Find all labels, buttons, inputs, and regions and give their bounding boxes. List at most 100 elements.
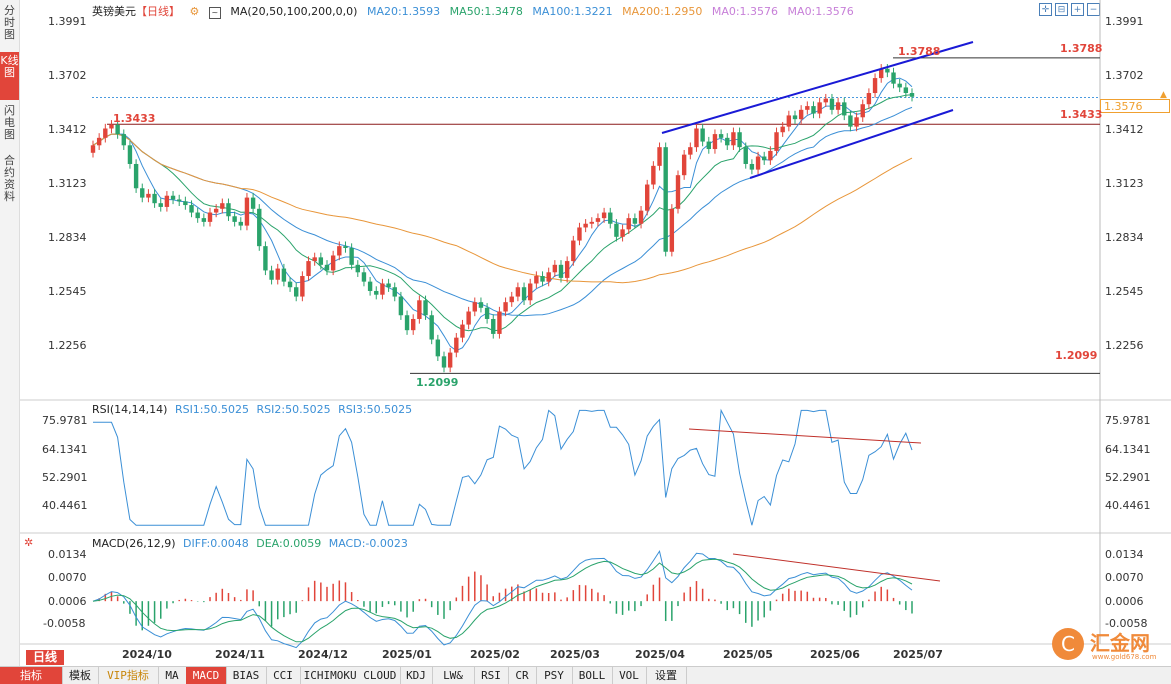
price-axis-right-1: 1.3702 bbox=[1105, 69, 1144, 82]
tab-kdj[interactable]: KDJ bbox=[400, 667, 433, 684]
candle-body bbox=[220, 203, 225, 209]
candle-body bbox=[361, 272, 367, 282]
candle-body bbox=[749, 163, 755, 170]
x-label-2: 2024/12 bbox=[298, 648, 348, 661]
price-axis-left-0: 1.3991 bbox=[48, 15, 87, 28]
tab-macd[interactable]: MACD bbox=[186, 667, 227, 684]
price-axis-right-6: 1.2256 bbox=[1105, 339, 1144, 352]
rsi-header: RSI(14,14,14) RSI1:50.5025 RSI2:50.5025 … bbox=[92, 403, 412, 416]
channel-upper-line bbox=[661, 41, 974, 134]
fit-icon[interactable]: ⊟ bbox=[1055, 3, 1068, 16]
price-axis-left-1: 1.3702 bbox=[48, 69, 87, 82]
tab-vip-indicators[interactable]: VIP指标 bbox=[98, 667, 159, 684]
tab-rsi[interactable]: RSI bbox=[474, 667, 509, 684]
candle-body bbox=[417, 300, 422, 319]
x-label-3: 2025/01 bbox=[382, 648, 432, 661]
macd-axis-left-3: -0.0058 bbox=[43, 617, 86, 630]
macd-axis-left-0: 0.0134 bbox=[48, 548, 87, 561]
tab-psy[interactable]: PSY bbox=[536, 667, 573, 684]
x-label-6: 2025/04 bbox=[635, 648, 685, 661]
candle-body bbox=[232, 216, 237, 222]
tab-flash[interactable]: 闪电图 bbox=[4, 104, 15, 141]
macd-divergence-line bbox=[732, 553, 941, 582]
candle-body bbox=[478, 302, 484, 308]
macd-settings-icon[interactable]: ✲ bbox=[24, 536, 34, 549]
candle-body bbox=[626, 218, 631, 230]
x-label-9: 2025/07 bbox=[893, 648, 943, 661]
tab-cr[interactable]: CR bbox=[508, 667, 537, 684]
candle-body bbox=[620, 229, 625, 237]
rsi-axis-right-2: 52.2901 bbox=[1105, 471, 1151, 484]
tab-bias[interactable]: BIAS bbox=[226, 667, 267, 684]
candle-body bbox=[688, 147, 693, 155]
candle-body bbox=[244, 197, 250, 226]
candle-body bbox=[324, 264, 330, 271]
candle-body bbox=[552, 264, 558, 273]
candle-body bbox=[195, 212, 200, 219]
candle-body bbox=[632, 218, 638, 224]
candle-body bbox=[177, 199, 182, 202]
candle-body bbox=[897, 83, 902, 88]
watermark-logo: C 汇金网 www.gold678.com bbox=[1052, 624, 1162, 666]
candle-body bbox=[521, 287, 527, 301]
rsi-line bbox=[93, 408, 913, 526]
price-arrow-icon: ▲ bbox=[1160, 90, 1167, 100]
period-selector[interactable]: 日线 bbox=[26, 650, 64, 665]
ma20-value: MA20:1.3593 bbox=[366, 5, 441, 18]
candle-body bbox=[663, 147, 668, 252]
tab-kline[interactable]: K线图 bbox=[0, 52, 19, 100]
kline-chart[interactable] bbox=[0, 0, 1171, 666]
candle-body bbox=[294, 287, 299, 297]
logo-icon: C bbox=[1052, 628, 1084, 660]
candle-body bbox=[829, 98, 835, 110]
annot-level: 1.3433 bbox=[113, 112, 156, 125]
candle-body bbox=[398, 296, 404, 316]
tab-templates[interactable]: 模板 bbox=[62, 667, 99, 684]
gear-icon[interactable]: ⚙ bbox=[189, 5, 200, 18]
tab-ichimoku-cloud[interactable]: ICHIMOKU CLOUD bbox=[300, 667, 401, 684]
candle-body bbox=[466, 311, 471, 325]
chart-type-icon[interactable]: ~ bbox=[208, 7, 221, 19]
zoom-in-icon[interactable]: + bbox=[1071, 3, 1084, 16]
candle-body bbox=[540, 276, 545, 282]
candle-body bbox=[269, 270, 274, 280]
candle-body bbox=[762, 156, 767, 161]
price-axis-right-3: 1.3123 bbox=[1105, 177, 1144, 190]
watermark-url: www.gold678.com bbox=[1092, 653, 1157, 661]
candle-body bbox=[583, 223, 588, 228]
candle-body bbox=[423, 300, 428, 316]
tab-vol[interactable]: VOL bbox=[612, 667, 647, 684]
candle-body bbox=[577, 227, 582, 241]
tab-cci[interactable]: CCI bbox=[266, 667, 301, 684]
crosshair-icon[interactable]: ✛ bbox=[1039, 3, 1052, 16]
tab-intraday[interactable]: 分时图 bbox=[4, 4, 15, 41]
candle-body bbox=[447, 352, 453, 368]
indicator-header: 英镑美元【日线】 ⚙ ~ MA(20,50,100,200,0,0) MA20:… bbox=[92, 3, 860, 19]
tab-lw[interactable]: LW& bbox=[432, 667, 475, 684]
x-label-1: 2024/11 bbox=[215, 648, 265, 661]
macd-dea-line bbox=[92, 558, 913, 643]
tab-ma[interactable]: MA bbox=[158, 667, 187, 684]
annot-level-right: 1.3433 bbox=[1060, 108, 1103, 121]
tab-contract-info[interactable]: 合约资料 bbox=[4, 154, 15, 203]
candle-body bbox=[694, 128, 699, 148]
candle-body bbox=[528, 283, 533, 301]
candle-body bbox=[879, 68, 884, 79]
macd-axis-right-3: -0.0058 bbox=[1105, 617, 1148, 630]
candle-body bbox=[491, 318, 496, 334]
candle-body bbox=[712, 134, 718, 150]
current-price-tag: 1.3576 bbox=[1100, 99, 1170, 113]
candle-body bbox=[287, 281, 293, 288]
candle-body bbox=[164, 195, 170, 207]
price-axis-left-3: 1.3123 bbox=[48, 177, 87, 190]
candle-body bbox=[115, 124, 120, 135]
tab-boll[interactable]: BOLL bbox=[572, 667, 613, 684]
candle-body bbox=[472, 302, 477, 312]
tab-indicators[interactable]: 指标 bbox=[0, 667, 63, 684]
rsi2-value: RSI2:50.5025 bbox=[256, 403, 331, 416]
tab-settings[interactable]: 设置 bbox=[646, 667, 687, 684]
candle-body bbox=[411, 318, 416, 331]
macd-axis-left-2: 0.0006 bbox=[48, 595, 87, 608]
rsi3-value: RSI3:50.5025 bbox=[338, 403, 413, 416]
macd-diff-value: DIFF:0.0048 bbox=[183, 537, 249, 550]
